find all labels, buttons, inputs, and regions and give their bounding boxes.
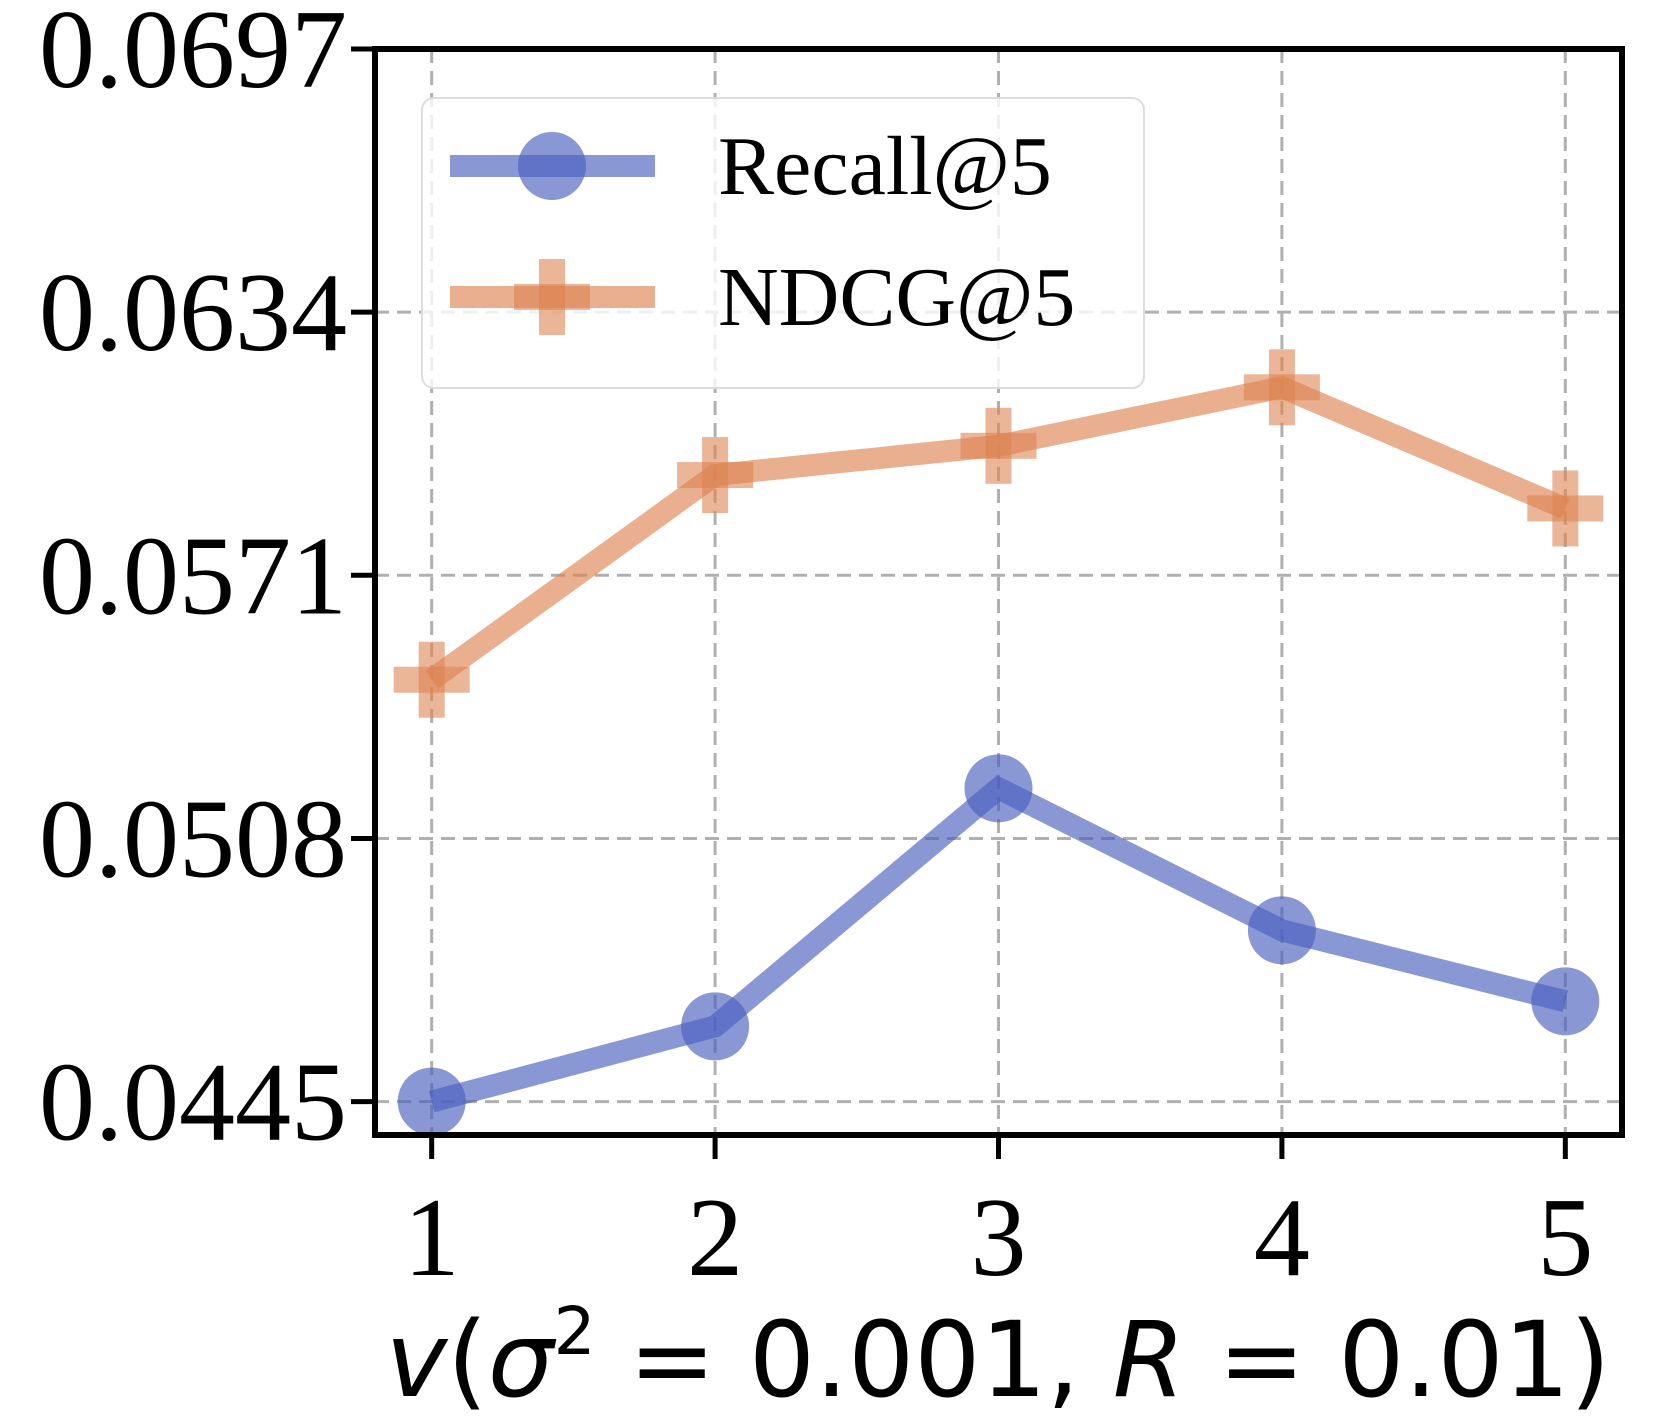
y-tick-label: 0.0445 [39,1041,347,1165]
data-point-ndcg-5 [1243,349,1320,426]
data-point-ndcg-5 [677,437,754,514]
y-tick-label: 0.0634 [39,251,347,375]
legend-label-recall-5: Recall@5 [718,120,1052,213]
data-point-recall-5 [1247,896,1316,965]
legend-marker-ndcg-5 [514,259,590,335]
legend: Recall@5 NDCG@5 [421,97,1145,389]
x-tick-label: 2 [687,1176,743,1300]
series-layer [393,349,1604,1136]
data-point-recall-5 [964,754,1033,823]
x-axis-label: v(σ2 = 0.001, R = 0.01) [386,1293,1611,1421]
legend-marker-recall-5 [518,132,586,200]
y-tick-label: 0.0697 [39,0,347,112]
data-point-recall-5 [397,1067,466,1136]
x-tick-label: 1 [404,1176,460,1300]
data-point-ndcg-5 [393,641,470,718]
data-point-ndcg-5 [960,407,1037,484]
y-tick-label: 0.0508 [39,777,347,901]
y-tick-label: 0.0571 [39,514,347,638]
x-tick-label: 3 [971,1176,1027,1300]
data-point-recall-5 [681,992,750,1061]
legend-label-ndcg-5: NDCG@5 [718,251,1075,344]
data-point-ndcg-5 [1527,470,1604,547]
data-point-recall-5 [1531,967,1600,1036]
x-tick-label: 4 [1254,1176,1310,1300]
x-tick-label: 5 [1537,1176,1593,1300]
tick-layer: 1 2 3 4 5 0.0445 0.0508 0.0571 0.0634 0.0697 [39,0,1593,1300]
series-line-recall-5 [428,775,1568,1113]
